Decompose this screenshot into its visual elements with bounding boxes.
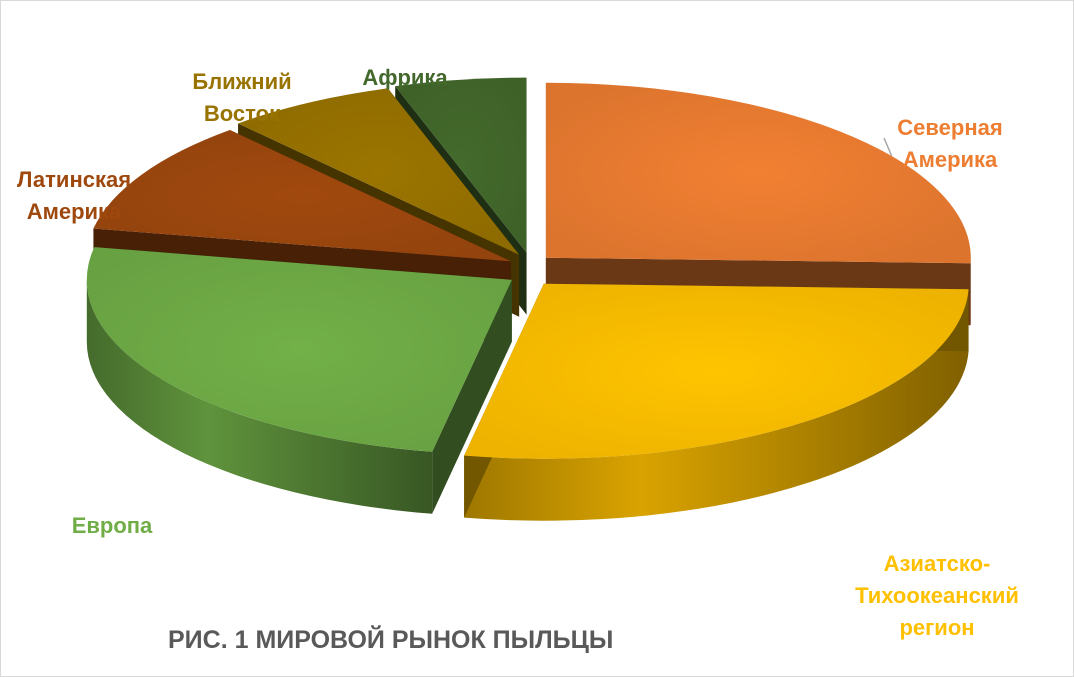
label-asia-pacific: Азиатско- Тихоокеанский регион bbox=[855, 551, 1019, 640]
slice-top-asia-pacific bbox=[464, 283, 969, 459]
slice-top-latin-america bbox=[93, 130, 511, 262]
pie-slice-europe bbox=[86, 247, 512, 514]
label-middle-east: Ближний Восток bbox=[192, 69, 292, 126]
slice-top-africa bbox=[395, 77, 527, 253]
chart-title: РИС. 1 МИРОВОЙ РЫНОК ПЫЛЬЦЫ bbox=[168, 626, 614, 654]
slice-wall-europe bbox=[86, 279, 433, 514]
label-north-america: Северная Америка bbox=[897, 115, 1003, 172]
label-africa: Африка bbox=[362, 65, 448, 90]
pie-slice-asia-pacific bbox=[464, 283, 969, 521]
slice-top-north-america bbox=[545, 82, 971, 264]
leader-line-north-america bbox=[883, 137, 893, 157]
slice-top-europe bbox=[86, 247, 512, 452]
label-europe: Европа bbox=[71, 513, 153, 538]
slice-wall-asia-pacific bbox=[464, 289, 969, 521]
label-latin-america: Латинская Америка bbox=[16, 167, 132, 224]
slice-top-middle-east bbox=[238, 88, 520, 255]
